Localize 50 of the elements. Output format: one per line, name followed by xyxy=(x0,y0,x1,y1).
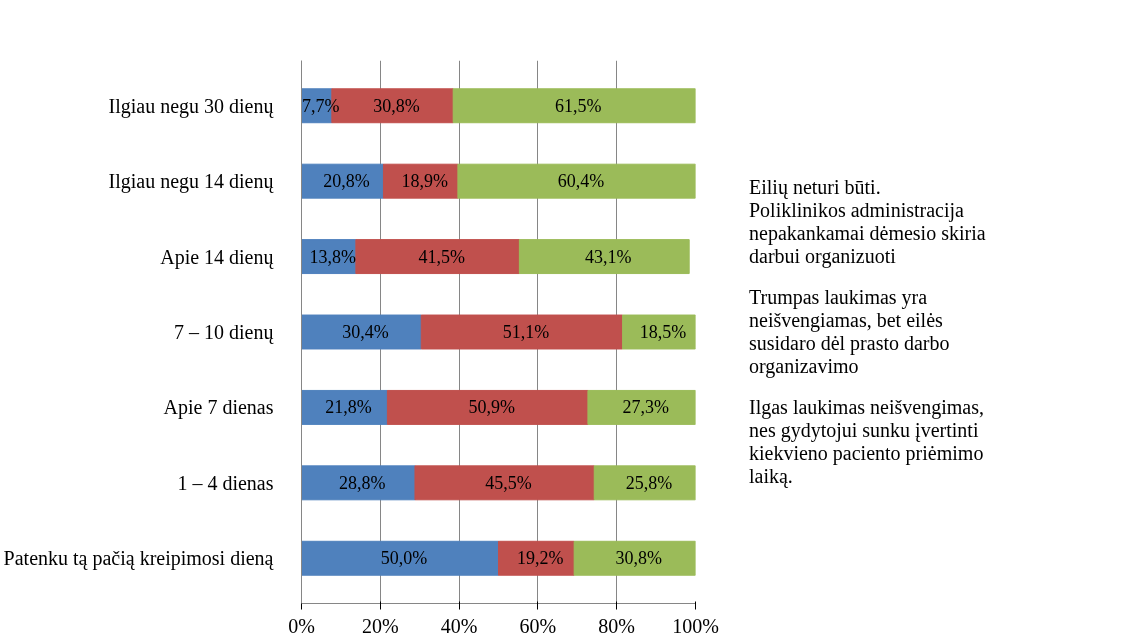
bar xyxy=(355,239,520,275)
bar xyxy=(587,389,696,425)
y-tick-label: Apie 7 dienas xyxy=(163,396,274,420)
x-tick-label: 20% xyxy=(361,614,399,637)
x-tick-label: 40% xyxy=(440,614,478,637)
data-label: 50,0% xyxy=(380,548,428,569)
y-tick-label: Patenku tą pačią kreipimosi dieną xyxy=(3,547,275,571)
bar xyxy=(386,389,589,425)
bar xyxy=(593,465,696,501)
y-tick-label: 1 – 4 dienas xyxy=(177,471,274,494)
data-label: 30,8% xyxy=(615,548,663,569)
data-label: 51,1% xyxy=(502,322,550,342)
bar xyxy=(301,465,416,501)
data-label: 60,4% xyxy=(557,171,605,192)
y-tick-label: Ilgiau negu 30 dienų xyxy=(108,94,275,118)
data-label: 18,5% xyxy=(639,322,687,342)
text: Trumpas laukimas yra neišvengiamas, bet eilės susidaro dėl prasto darbo organizavimo xyxy=(749,285,950,378)
bar xyxy=(301,314,422,350)
data-label: 41,5% xyxy=(418,246,465,267)
x-tick-label: 0% xyxy=(288,614,315,637)
data-label: 13,8% xyxy=(309,246,356,267)
bar xyxy=(414,465,595,501)
x-tick-label: 60% xyxy=(519,614,557,637)
bar xyxy=(622,314,696,350)
bar xyxy=(420,314,624,350)
y-tick-label: Ilgiau negu 14 dienų xyxy=(108,170,275,194)
bar xyxy=(452,88,696,124)
x-tick-label: 80% xyxy=(598,614,636,637)
data-label: 30,8% xyxy=(373,95,420,116)
y-tick-label: Apie 14 dienų xyxy=(160,245,275,269)
bar xyxy=(301,540,499,576)
data-label: 50,9% xyxy=(468,397,515,418)
x-tick-label: 100% xyxy=(672,614,719,637)
data-label: 25,8% xyxy=(625,472,673,493)
data-label: 27,3% xyxy=(622,397,669,418)
data-label: 30,4% xyxy=(342,322,389,342)
y-tick-label: 7 – 10 dienų xyxy=(174,321,275,344)
data-label: 21,8% xyxy=(325,397,372,418)
data-label: 19,2% xyxy=(517,548,564,569)
text: Eilių neturi būti. Poliklinikos administracija nepakankamai dėmesio skiria darbui organizuoti xyxy=(749,175,986,268)
data-label: 45,5% xyxy=(485,472,532,493)
data-label: 43,1% xyxy=(585,246,632,267)
data-label: 61,5% xyxy=(555,95,602,116)
text: Ilgas laukimas neišvengimas, nes gydytojui sunku įvertinti kiekvieno paciento priėmimo laiką. xyxy=(749,395,984,488)
data-label: 20,8% xyxy=(323,171,370,192)
bar xyxy=(518,239,690,275)
data-label: 18,9% xyxy=(401,171,448,192)
bar xyxy=(573,540,696,576)
bar xyxy=(457,163,696,199)
data-label: 28,8% xyxy=(338,472,386,493)
